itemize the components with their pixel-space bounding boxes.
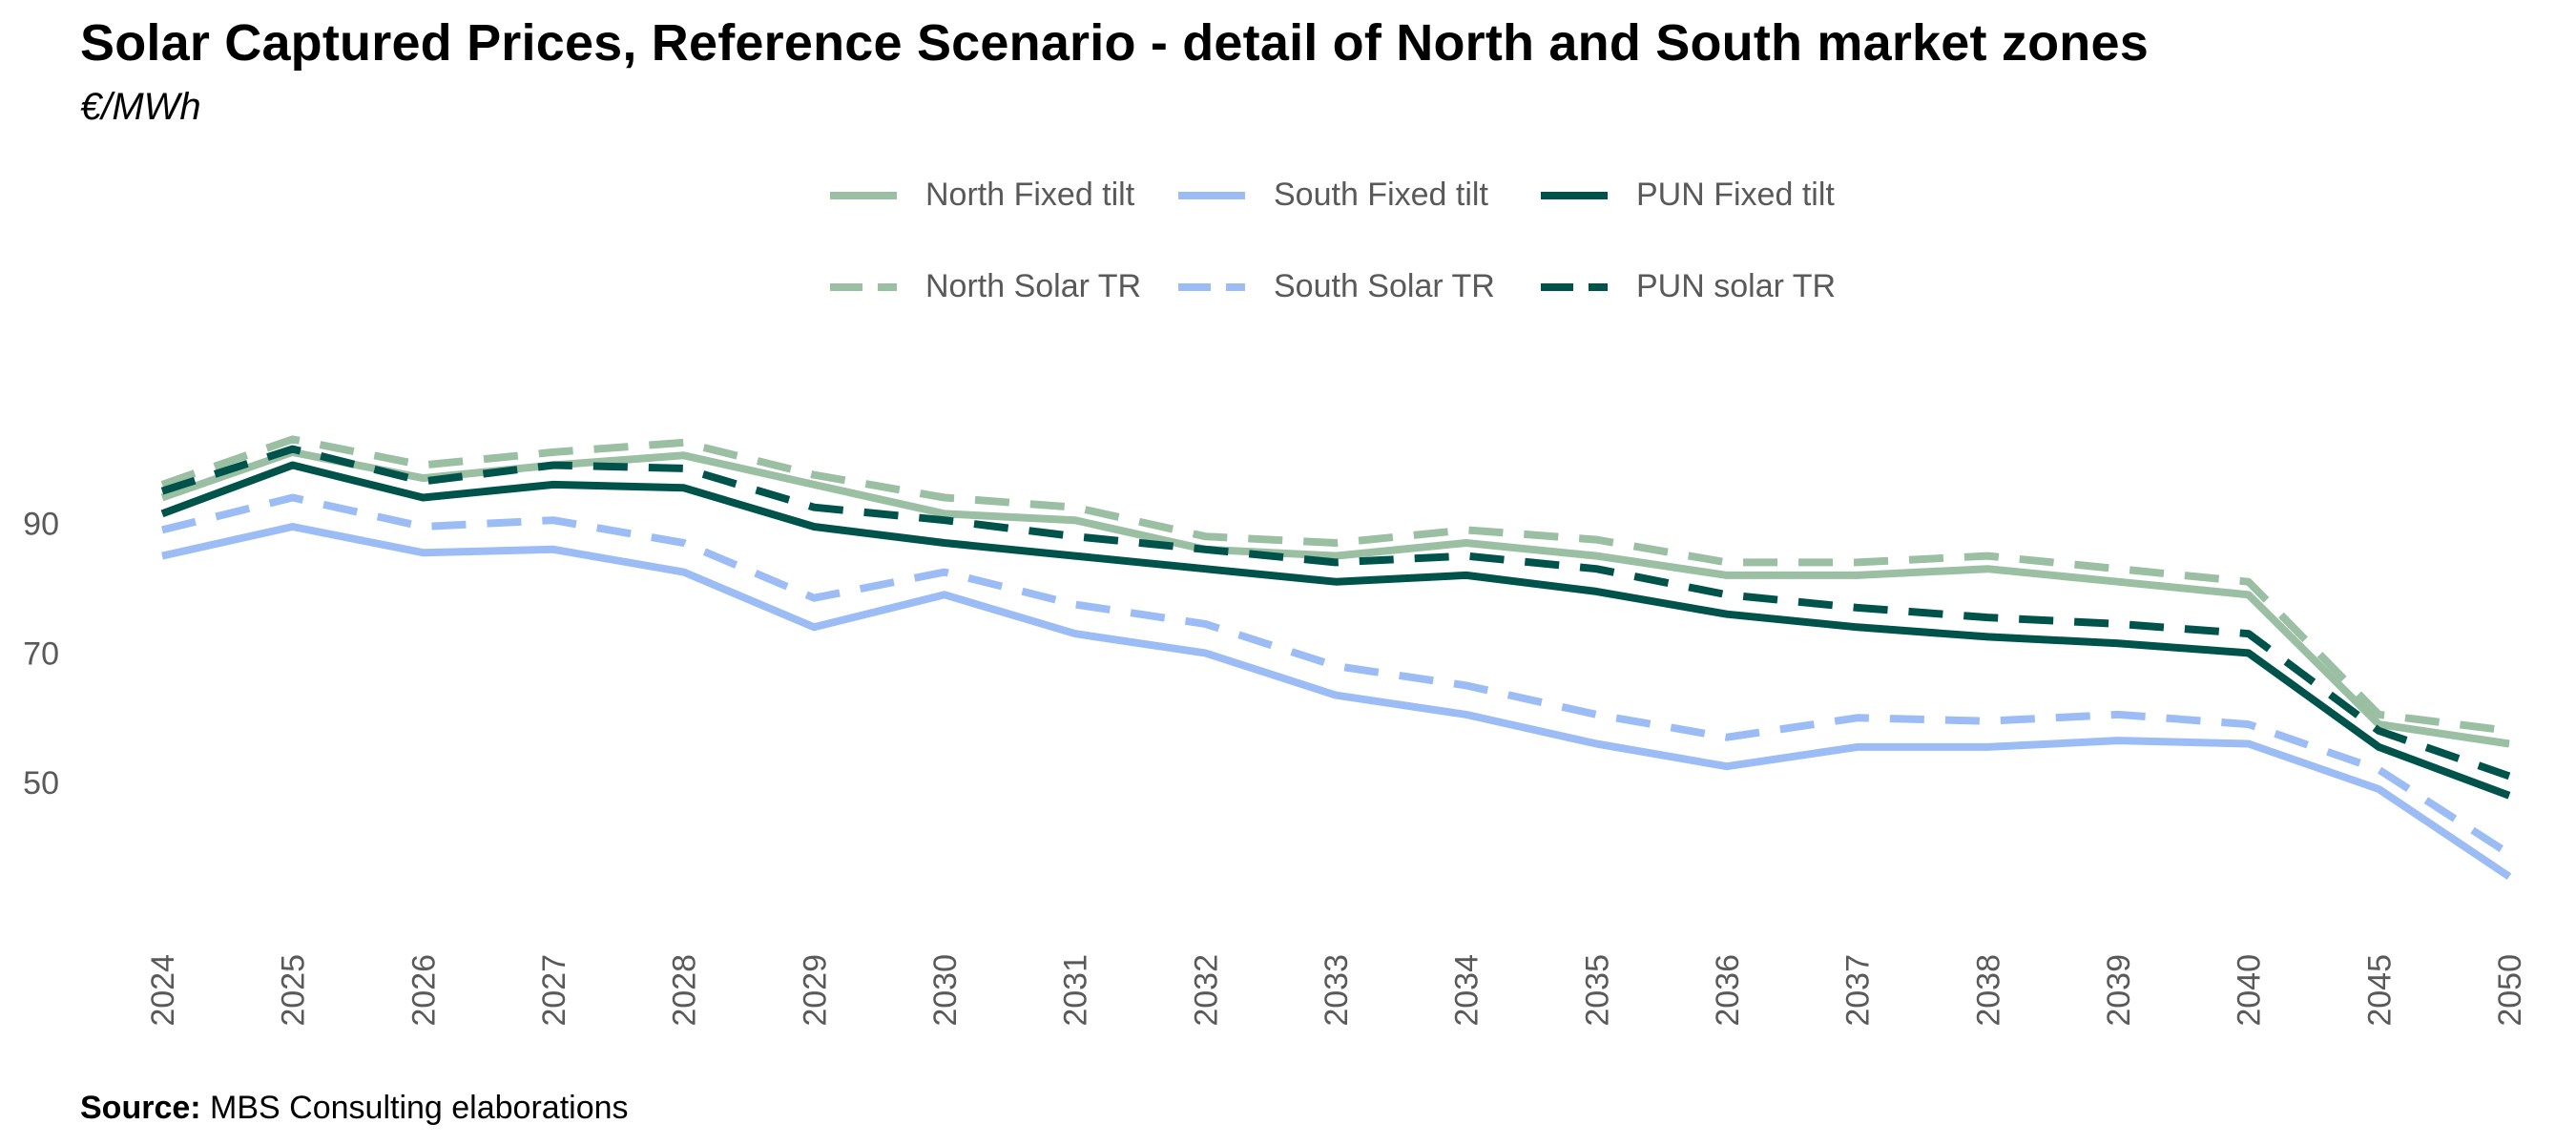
legend-label-north-fixed: North Fixed tilt <box>925 177 1135 213</box>
legend-item-south-fixed: South Fixed tilt <box>1178 177 1488 214</box>
x-tick-label: 2038 <box>1970 954 2006 1027</box>
chart-subtitle: €/MWh <box>80 86 201 128</box>
series-line-pun-solar-tr <box>160 445 2511 781</box>
x-tick-label: 2050 <box>2492 954 2528 1027</box>
series-line-north-solar-tr <box>160 435 2510 735</box>
x-tick-label: 2027 <box>536 954 572 1027</box>
source-text: MBS Consulting elaborations <box>210 1090 629 1126</box>
legend-label-south-tr: South Solar TR <box>1274 268 1495 304</box>
legend-swatch-south-fixed <box>1178 191 1245 199</box>
chart-title: Solar Captured Prices, Reference Scenari… <box>80 14 2149 72</box>
legend-item-north-tr: North Solar TR <box>830 268 1141 305</box>
series-line-south-fixed-tilt <box>161 523 2512 881</box>
legend-label-pun-tr: PUN solar TR <box>1636 268 1837 304</box>
x-tick-label: 2037 <box>1840 954 1877 1027</box>
legend-swatch-south-tr <box>1178 282 1245 291</box>
x-tick-label: 2029 <box>797 954 833 1027</box>
legend-label-south-fixed: South Fixed tilt <box>1274 177 1488 213</box>
legend: North Fixed tilt South Fixed tilt PUN Fi… <box>830 177 1880 339</box>
series-line-pun-fixed-tilt <box>160 461 2511 800</box>
x-tick-label: 2025 <box>276 954 312 1027</box>
x-tick-label: 2024 <box>145 954 181 1027</box>
x-tick-label: 2040 <box>2232 954 2268 1027</box>
y-tick-label: 70 <box>23 635 59 672</box>
x-tick-label: 2034 <box>1449 954 1485 1027</box>
legend-item-south-tr: South Solar TR <box>1178 268 1495 305</box>
y-tick-label: 50 <box>23 765 59 802</box>
legend-item-north-fixed: North Fixed tilt <box>830 177 1134 214</box>
legend-swatch-pun-tr <box>1541 282 1608 291</box>
x-tick-label: 2039 <box>2101 954 2137 1027</box>
x-tick-label: 2033 <box>1319 954 1355 1027</box>
x-tick-label: 2032 <box>1188 954 1224 1027</box>
x-tick-label: 2028 <box>667 954 703 1027</box>
legend-swatch-pun-fixed <box>1541 191 1608 199</box>
x-tick-label: 2035 <box>1579 954 1615 1027</box>
x-tick-label: 2026 <box>405 954 442 1027</box>
series-line-south-solar-tr <box>161 493 2512 858</box>
source-label: Source: <box>80 1090 201 1126</box>
legend-label-pun-fixed: PUN Fixed tilt <box>1636 177 1835 213</box>
source-note: Source: MBS Consulting elaborations <box>80 1090 629 1127</box>
series-line-north-fixed-tilt <box>160 448 2510 748</box>
x-tick-label: 2036 <box>1710 954 1746 1027</box>
legend-swatch-north-fixed <box>830 191 897 199</box>
x-tick-label: 2030 <box>927 954 964 1027</box>
y-tick-label: 90 <box>23 507 59 543</box>
legend-label-north-tr: North Solar TR <box>925 268 1142 304</box>
x-tick-label: 2045 <box>2361 954 2398 1027</box>
legend-swatch-north-tr <box>830 282 897 291</box>
x-tick-label: 2031 <box>1058 954 1094 1027</box>
legend-item-pun-tr: PUN solar TR <box>1541 268 1836 305</box>
legend-item-pun-fixed: PUN Fixed tilt <box>1541 177 1835 214</box>
